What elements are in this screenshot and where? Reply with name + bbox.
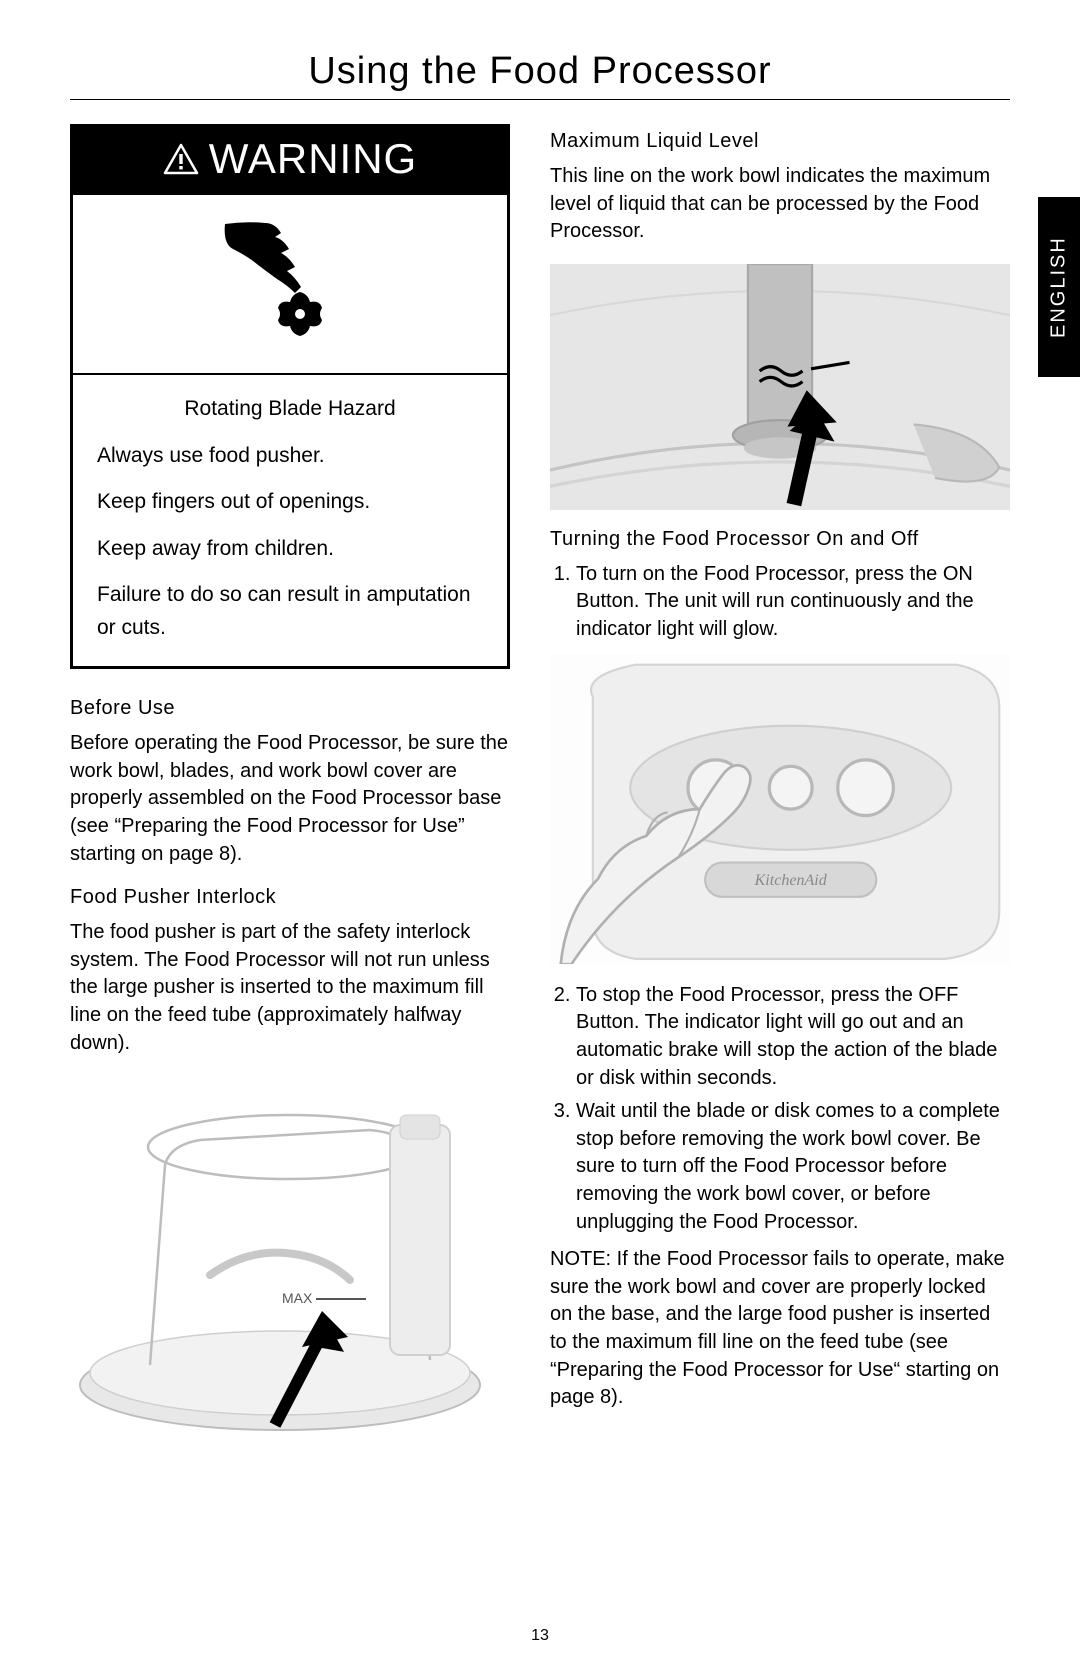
warning-line: Always use food pusher. [97,440,483,473]
steps-list-1: To turn on the Food Processor, press the… [550,561,1010,644]
content-columns: WARNING Rotating Blade Hazard [70,124,1010,1453]
step-item: Wait until the blade or disk comes to a … [576,1098,1010,1236]
page-number: 13 [0,1627,1080,1645]
warning-line: Failure to do so can result in amputatio… [97,579,483,644]
page-root: Using the Food Processor ENGLISH WARNING [0,0,1080,1493]
step-item: To turn on the Food Processor, press the… [576,561,1010,644]
left-column: WARNING Rotating Blade Hazard [70,124,510,1453]
page-title: Using the Food Processor [70,50,1010,100]
liquid-level-illustration [550,264,1010,510]
hand-blade-icon [205,209,375,359]
max-level-text: This line on the work bowl indicates the… [550,163,1010,246]
before-use-text: Before operating the Food Processor, be … [70,730,510,868]
warning-line: Keep fingers out of openings. [97,486,483,519]
steps-list-2: To stop the Food Processor, press the OF… [550,982,1010,1236]
warning-line: Keep away from children. [97,533,483,566]
max-level-heading: Maximum Liquid Level [550,130,1010,153]
step-item: To stop the Food Processor, press the OF… [576,982,1010,1092]
onoff-heading: Turning the Food Processor On and Off [550,528,1010,551]
warning-box: WARNING Rotating Blade Hazard [70,124,510,669]
warning-header: WARNING [73,127,507,195]
bowl-max-illustration: MAX [70,1075,510,1435]
right-column: Maximum Liquid Level This line on the wo… [550,124,1010,1453]
before-use-heading: Before Use [70,697,510,720]
language-tab: ENGLISH [1038,197,1080,377]
max-label: MAX [282,1290,313,1306]
warning-illustration [73,195,507,375]
warning-label: WARNING [209,135,417,183]
note-text: NOTE: If the Food Processor fails to ope… [550,1246,1010,1412]
interlock-heading: Food Pusher Interlock [70,886,510,909]
interlock-text: The food pusher is part of the safety in… [70,919,510,1057]
button-press-illustration: KitchenAid [550,654,1010,964]
warning-triangle-icon [163,143,199,175]
warning-hazard: Rotating Blade Hazard [97,393,483,426]
brand-label: KitchenAid [754,872,828,889]
warning-body: Rotating Blade Hazard Always use food pu… [73,375,507,666]
